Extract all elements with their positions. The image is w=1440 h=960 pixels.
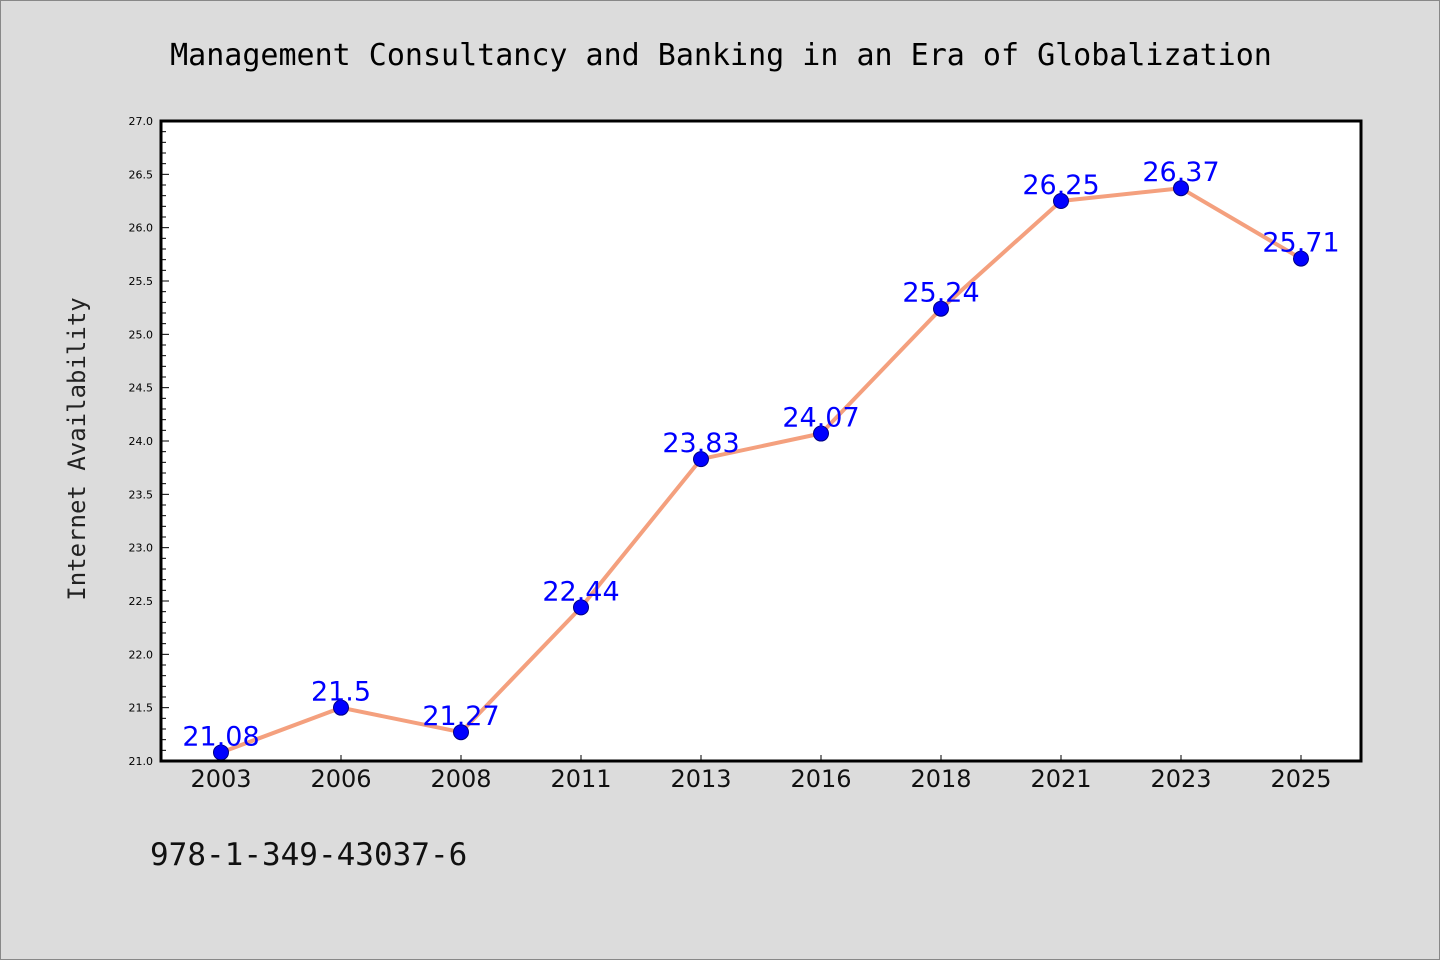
x-tick-label: 2025 bbox=[1270, 765, 1331, 793]
data-point bbox=[1053, 193, 1069, 209]
data-label: 26.25 bbox=[1022, 170, 1099, 201]
series-group: 21.08 21.5 21.27 22.44 23.83 24.07 25.24 26.25 2… bbox=[182, 157, 1340, 761]
y-tick-label: 26.5 bbox=[129, 168, 154, 181]
x-tick-label: 2006 bbox=[310, 765, 371, 793]
y-tick-label: 23.0 bbox=[129, 542, 154, 555]
data-label: 22.44 bbox=[542, 576, 619, 607]
x-tick-label: 2011 bbox=[550, 765, 611, 793]
data-point bbox=[453, 724, 469, 741]
isbn-text: 978-1-349-43037-6 bbox=[150, 837, 467, 873]
data-point bbox=[333, 699, 349, 716]
x-tick-label: 2021 bbox=[1030, 765, 1091, 793]
x-tick-label: 2016 bbox=[790, 765, 851, 793]
data-point bbox=[693, 451, 709, 468]
x-tick-label: 2018 bbox=[910, 765, 971, 793]
y-tick-label: 22.5 bbox=[129, 595, 154, 608]
data-label: 21.27 bbox=[422, 701, 499, 732]
x-tick-label: 2003 bbox=[190, 765, 251, 793]
data-label: 21.08 bbox=[182, 721, 259, 752]
data-label: 24.07 bbox=[782, 403, 859, 434]
data-point bbox=[573, 599, 589, 616]
data-label: 23.83 bbox=[662, 428, 739, 459]
chart-title: Management Consultancy and Banking in an… bbox=[170, 38, 1272, 73]
y-axis: 21.0 21.5 22.0 22.5 23.0 23.5 24.0 24.5 25.0 25.5… bbox=[129, 115, 169, 768]
data-point bbox=[933, 300, 949, 317]
y-axis-label: Internet Availability bbox=[63, 297, 91, 600]
data-label: 25.71 bbox=[1262, 228, 1339, 259]
x-axis: 2003 2006 2008 2011 2013 2016 2018 2021 2023 2025 bbox=[190, 755, 1332, 793]
x-tick-label: 2013 bbox=[670, 765, 731, 793]
plot-frame bbox=[159, 119, 1363, 763]
y-tick-label: 25.0 bbox=[129, 328, 154, 341]
data-label: 26.37 bbox=[1142, 157, 1219, 188]
data-point bbox=[1173, 180, 1189, 197]
x-tick-label: 2023 bbox=[1150, 765, 1211, 793]
data-label: 21.5 bbox=[311, 677, 371, 708]
x-tick-label: 2008 bbox=[430, 765, 491, 793]
y-tick-label: 21.5 bbox=[129, 702, 154, 715]
y-tick-label: 24.5 bbox=[129, 382, 154, 395]
data-point bbox=[813, 425, 829, 442]
y-tick-label: 23.5 bbox=[129, 488, 154, 501]
y-tick-label: 27.0 bbox=[129, 115, 154, 128]
y-tick-label: 25.5 bbox=[129, 275, 154, 288]
y-tick-label: 26.0 bbox=[129, 222, 154, 235]
y-tick-label: 24.0 bbox=[129, 435, 154, 448]
y-tick-label: 21.0 bbox=[129, 755, 154, 768]
series-line bbox=[219, 186, 1303, 755]
data-label: 25.24 bbox=[902, 278, 979, 309]
plot-area bbox=[161, 121, 1361, 761]
data-point bbox=[1293, 250, 1309, 267]
y-tick-label: 22.0 bbox=[129, 648, 154, 661]
